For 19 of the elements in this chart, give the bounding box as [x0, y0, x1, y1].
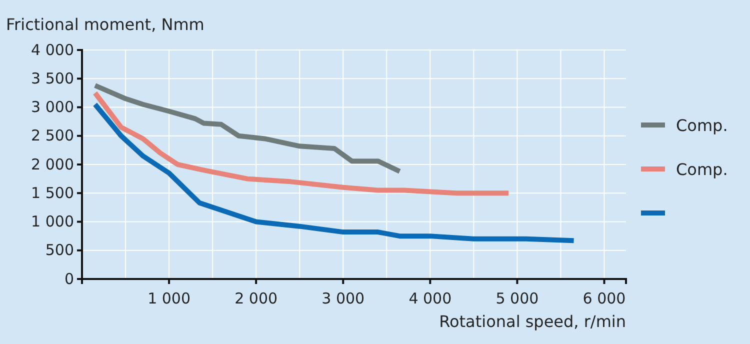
y-axis-title: Frictional moment, Nmm [6, 15, 204, 34]
x-tick-label: 6 000 [582, 290, 626, 308]
y-tick-label: 3 000 [31, 98, 74, 116]
x-tick-label: 3 000 [322, 290, 365, 308]
y-tick-label: 1 000 [31, 212, 74, 231]
y-tick-label: 4 000 [31, 40, 74, 59]
x-tick-label: 5 000 [496, 290, 539, 308]
x-tick-label: 4 000 [408, 290, 452, 308]
x-axis-title: Rotational speed, r/min [439, 312, 626, 331]
y-tick-label: 1 500 [31, 184, 74, 202]
legend-label: Comp. [676, 160, 728, 179]
x-tick-label: 2 000 [234, 290, 278, 308]
y-tick-label: 500 [45, 241, 74, 260]
legend-label: Comp. [676, 116, 728, 135]
y-tick-label: 0 [64, 270, 74, 288]
y-tick-label: 3 500 [31, 69, 74, 88]
y-tick-label: 2 500 [31, 126, 74, 145]
x-tick-label: 1 000 [148, 290, 191, 308]
y-tick-label: 2 000 [31, 155, 74, 174]
